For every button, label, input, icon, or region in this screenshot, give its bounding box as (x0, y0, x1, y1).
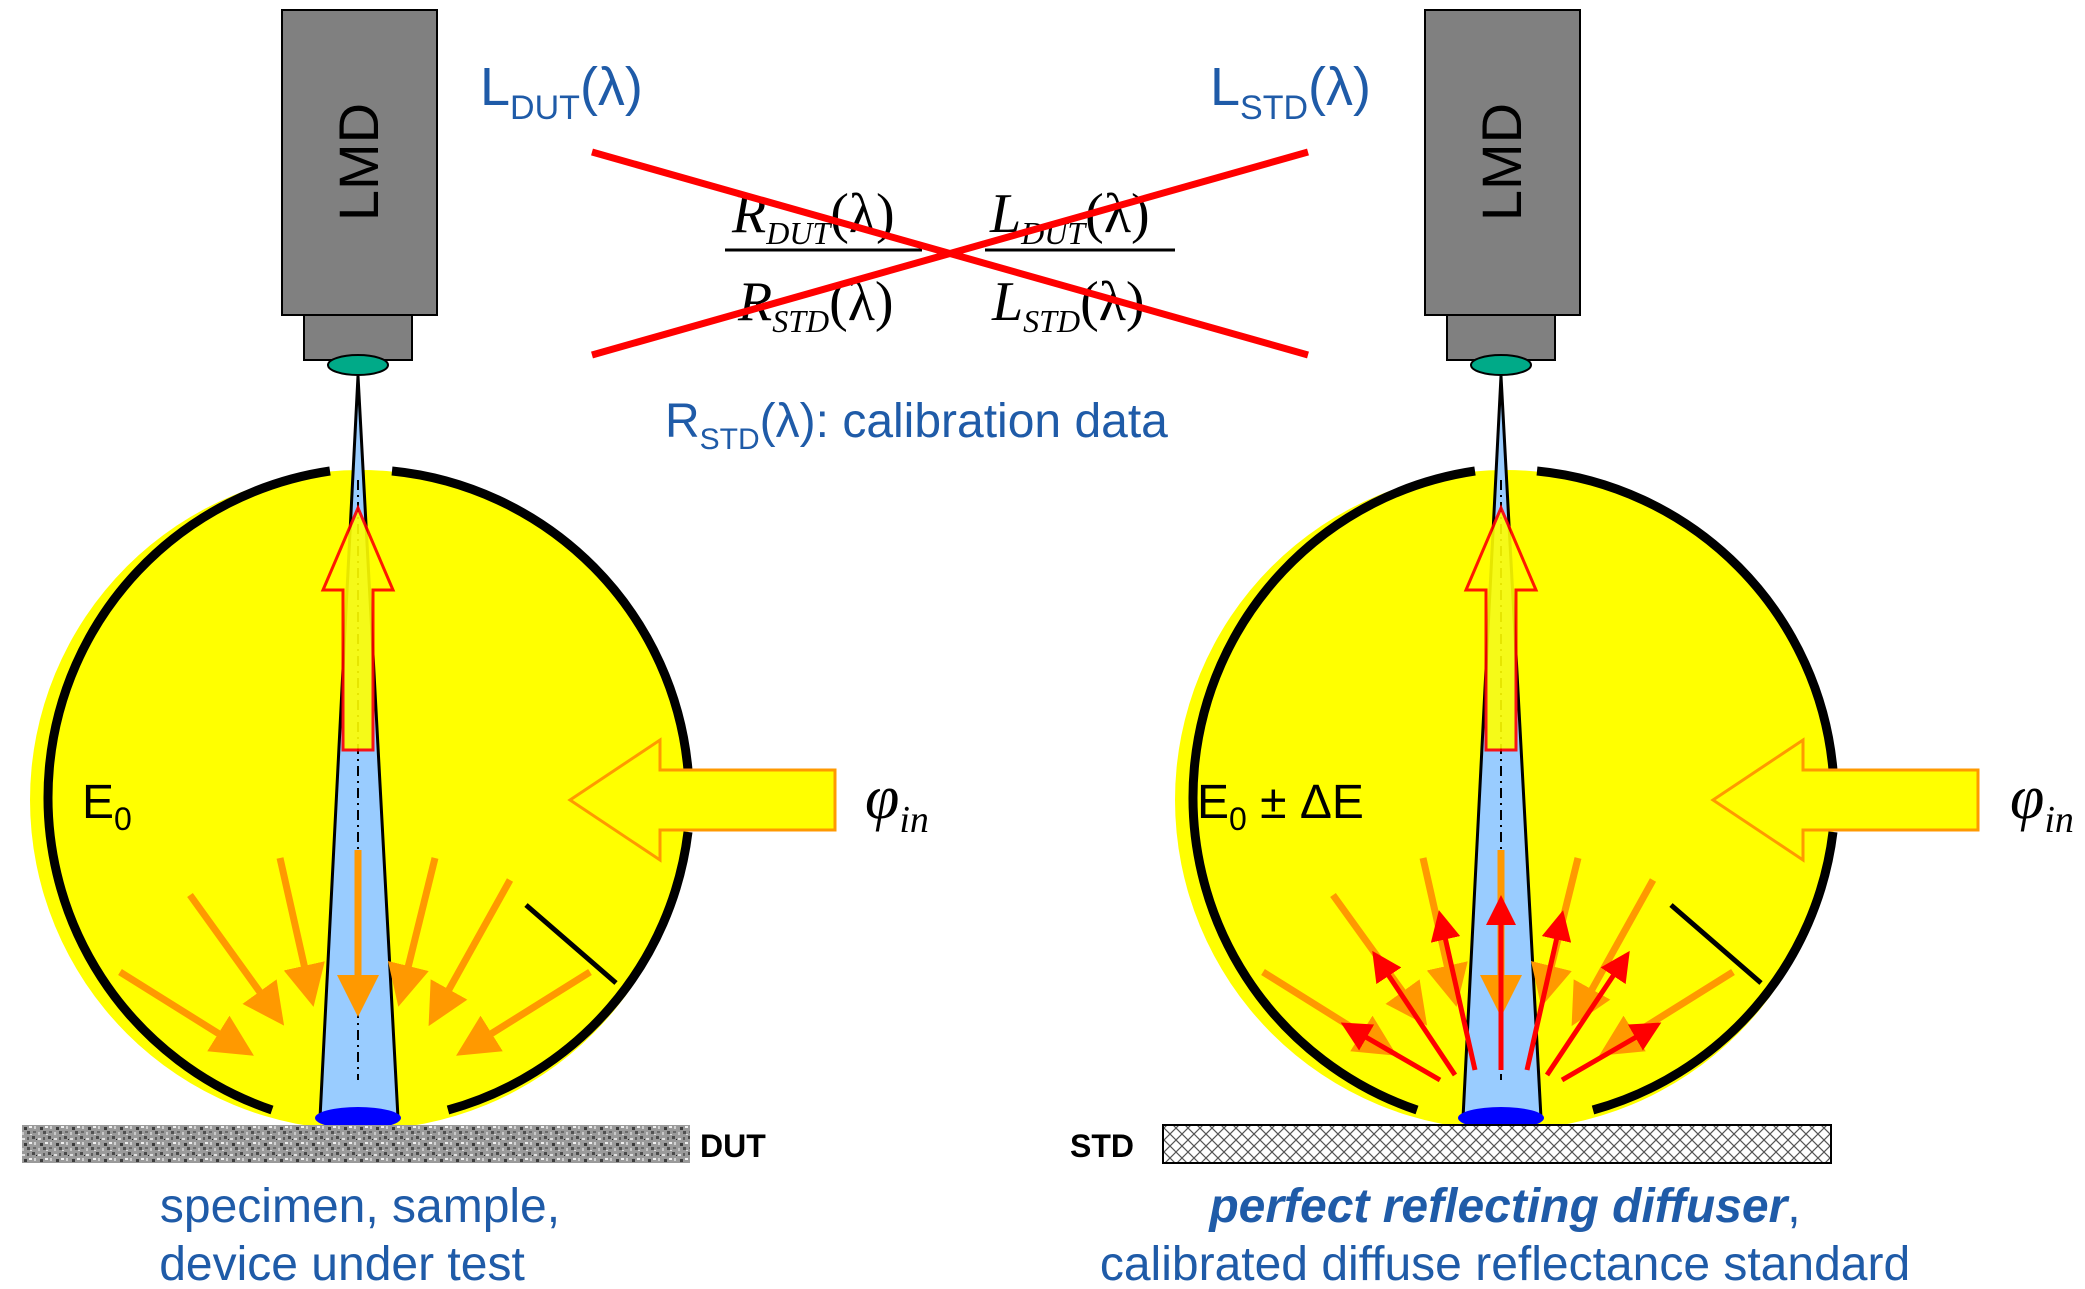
left-baffle (524, 903, 618, 985)
left-lmd-lens-mount (303, 314, 413, 361)
right-lmd-lens-mount (1446, 314, 1556, 361)
left-caption-line2: device under test (159, 1238, 525, 1289)
left-setup: LMD DUT E0 φin LDUT(λ) specimen, sample (22, 9, 929, 1289)
left-lmd-label: LMD (327, 103, 390, 221)
right-baffle (1669, 903, 1763, 985)
right-sphere-wall (1188, 466, 1476, 1115)
right-std-sample (1162, 1124, 1832, 1164)
right-lens (1470, 354, 1532, 376)
calibration-label: RSTD(λ): calibration data (665, 395, 1168, 456)
right-lmd-body (1424, 9, 1581, 316)
right-caption-line2: calibrated diffuse reflectance standard (1100, 1238, 1910, 1289)
right-irradiance-label: E0 ± ΔE (1197, 776, 1364, 837)
right-sample-tag: STD (1070, 1128, 1134, 1164)
right-caption-line1: perfect reflecting diffuser, (1207, 1180, 1800, 1233)
left-caption-line1: specimen, sample, (160, 1180, 560, 1233)
left-measurement-arrow (320, 504, 396, 752)
right-measurement-arrow (1463, 504, 1539, 752)
left-lens (327, 354, 389, 376)
right-lmd-label: LMD (1470, 103, 1533, 221)
left-dut-sample (22, 1125, 690, 1163)
left-illumination-arrows (118, 850, 592, 1056)
left-flux-label: φin (865, 764, 929, 841)
right-radiance-label: LSTD(λ) (1210, 57, 1371, 127)
left-sphere-wall (43, 466, 331, 1115)
right-flux-arrow (1710, 737, 1980, 863)
equation-r-std: RSTD(λ) (737, 271, 894, 339)
left-sample-tag: DUT (700, 1128, 766, 1164)
right-setup: LMD STD E0 ± ΔE φin (1070, 9, 2074, 1289)
left-irradiance-label: E0 (82, 776, 132, 837)
left-measurement-spot (315, 1107, 401, 1129)
cross-line-2 (591, 148, 1309, 359)
right-reflected-arrows (1340, 895, 1662, 1083)
ratio-equation: RDUT(λ) RSTD(λ) LDUT(λ) LSTD(λ) (591, 148, 1309, 359)
right-measurement-spot (1458, 1107, 1544, 1129)
left-lmd-body (281, 9, 438, 316)
left-radiance-label: LDUT(λ) (480, 57, 643, 127)
right-flux-label: φin (2010, 764, 2074, 841)
left-flux-arrow (567, 737, 837, 863)
